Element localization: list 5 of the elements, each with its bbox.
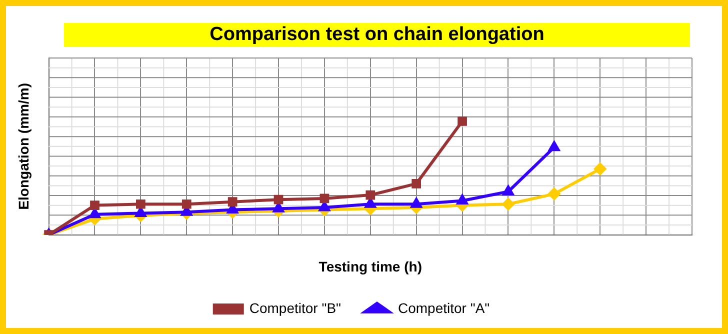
y-axis-title: Elongation (mm/m) [15,83,32,210]
legend-label: Competitor "B" [249,300,342,316]
legend-label: Competitor "A" [398,300,490,316]
x-axis-title: Testing time (h) [318,258,422,274]
chart-title: Comparison test on chain elongation [64,23,690,47]
